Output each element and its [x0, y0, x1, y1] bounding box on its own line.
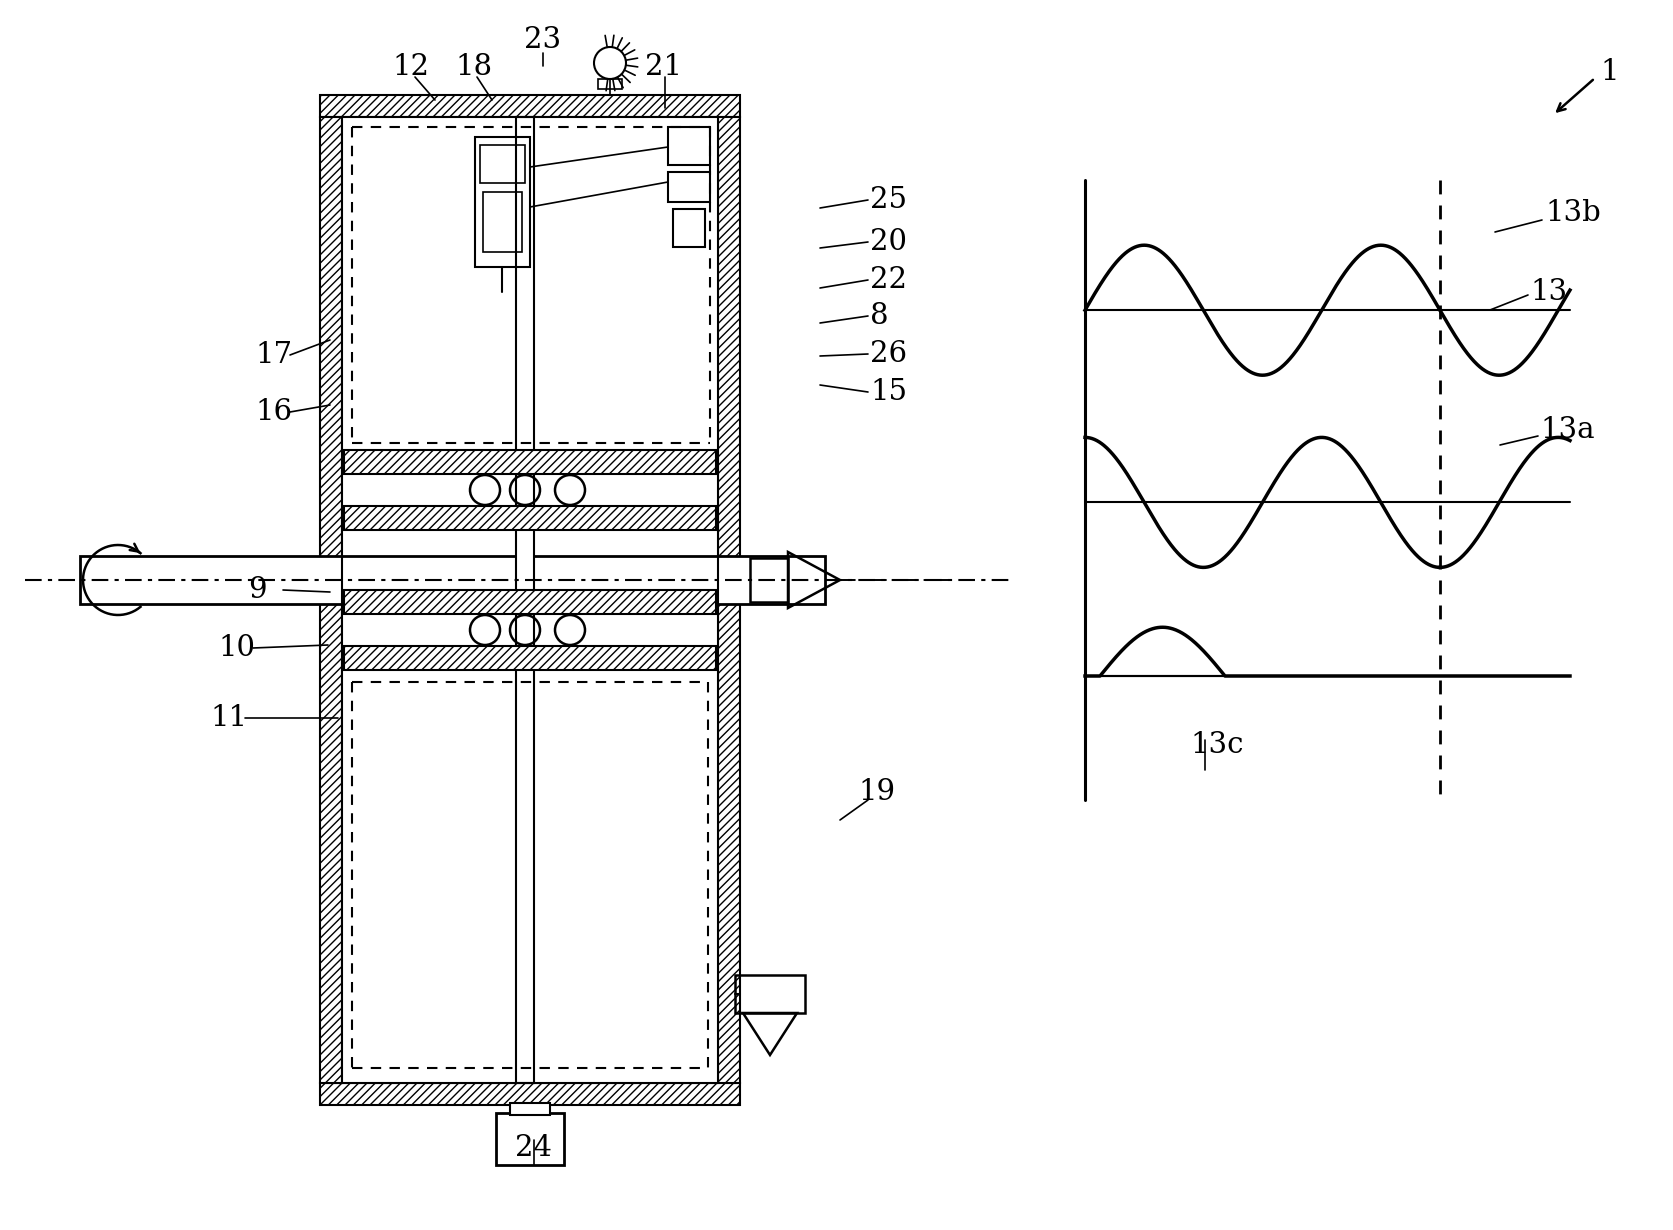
Bar	[668, 127, 709, 165]
Text: 11: 11	[209, 704, 248, 732]
Text: 23: 23	[524, 26, 560, 54]
Text: 13b: 13b	[1544, 199, 1599, 228]
Bar	[341, 117, 718, 1082]
Text: 20: 20	[870, 228, 907, 256]
Text: 25: 25	[870, 186, 907, 214]
Bar	[668, 172, 709, 202]
Text: 24: 24	[515, 1134, 552, 1162]
Text: 12: 12	[391, 53, 428, 81]
Text: 13: 13	[1529, 278, 1566, 306]
Bar	[750, 558, 788, 601]
Text: 17: 17	[254, 341, 293, 369]
Text: 13a: 13a	[1539, 416, 1594, 444]
Bar	[510, 1103, 550, 1116]
Bar	[495, 1113, 564, 1165]
Text: 10: 10	[217, 633, 254, 662]
Bar	[343, 590, 716, 614]
Bar	[673, 209, 704, 247]
Text: 16: 16	[254, 399, 293, 426]
Text: 19: 19	[858, 779, 895, 806]
Text: 18: 18	[455, 53, 492, 81]
Bar	[343, 506, 716, 530]
Bar	[320, 117, 341, 1082]
Bar	[343, 646, 716, 670]
Bar	[475, 137, 530, 267]
Bar	[483, 192, 522, 252]
Bar	[80, 556, 825, 604]
Bar	[734, 975, 805, 1014]
Bar	[480, 145, 525, 183]
Text: 8: 8	[870, 303, 888, 330]
Text: 13c: 13c	[1190, 731, 1243, 759]
Text: 26: 26	[870, 339, 907, 368]
Text: 1: 1	[1599, 58, 1618, 86]
Text: 21: 21	[644, 53, 681, 81]
Bar	[320, 1082, 739, 1105]
Text: 22: 22	[870, 266, 907, 294]
Bar	[597, 79, 622, 89]
Bar	[718, 117, 739, 1082]
Bar	[515, 117, 534, 1082]
Text: 9: 9	[248, 576, 266, 604]
Bar	[343, 450, 716, 474]
Bar	[320, 95, 739, 117]
Text: 15: 15	[870, 378, 907, 406]
